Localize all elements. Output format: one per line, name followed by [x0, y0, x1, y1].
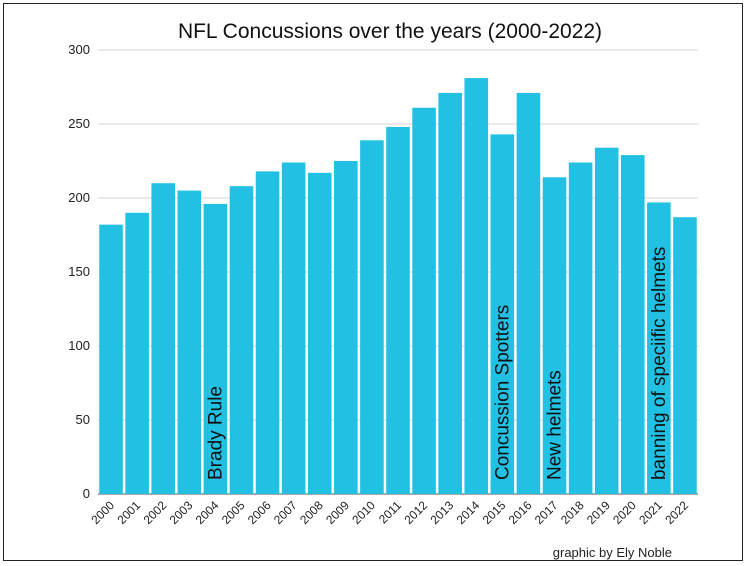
- bar: [673, 217, 697, 495]
- bar: [516, 92, 541, 495]
- bar: [281, 162, 306, 495]
- x-tick-label: 2006: [245, 498, 274, 527]
- bars: [99, 78, 697, 495]
- x-tick-label: 2012: [401, 498, 430, 527]
- bar: [307, 172, 332, 494]
- x-tick-label: 2022: [662, 498, 691, 527]
- y-axis: 0 50 100 150 200 250 300: [68, 42, 90, 501]
- x-tick-label: 2007: [271, 498, 300, 527]
- chart-title: NFL Concussions over the years (2000-202…: [178, 20, 602, 43]
- bar: [177, 190, 202, 494]
- bar: [490, 134, 515, 495]
- annotation-label: Brady Rule: [205, 386, 226, 480]
- bar: [360, 140, 384, 494]
- x-tick-label: 2005: [219, 498, 248, 527]
- x-tick-label: 2010: [349, 498, 378, 527]
- y-tick-label: 150: [68, 264, 90, 279]
- y-tick-label: 50: [76, 412, 90, 427]
- bar: [620, 155, 645, 494]
- bar: [594, 147, 619, 494]
- x-tick-label: 2020: [610, 498, 639, 527]
- annotation-label: New helmets: [545, 370, 566, 480]
- x-tick-label: 2011: [376, 498, 404, 526]
- x-tick-label: 2001: [114, 498, 143, 527]
- x-tick-label: 2015: [480, 498, 509, 527]
- y-tick-label: 300: [68, 42, 90, 57]
- bar: [412, 107, 436, 494]
- bar: [386, 126, 410, 495]
- x-axis: 2000200120022003200420052006200720082009…: [88, 498, 691, 527]
- annotations: Brady Rule Concussion Spotters New helmets…: [205, 247, 669, 480]
- bar: [229, 186, 254, 494]
- y-tick-label: 100: [68, 338, 90, 353]
- x-tick-label: 2017: [532, 498, 561, 527]
- annotation-label: Concussion Spotters: [492, 305, 513, 480]
- y-tick-label: 200: [68, 190, 90, 205]
- x-tick-label: 2004: [193, 498, 222, 527]
- bar: [334, 161, 358, 494]
- x-tick-label: 2019: [584, 498, 613, 527]
- x-tick-label: 2002: [141, 498, 170, 527]
- x-tick-label: 2003: [167, 498, 196, 527]
- bar: [568, 162, 593, 495]
- x-tick-label: 2009: [323, 498, 352, 527]
- bar: [542, 177, 567, 494]
- x-tick-label: 2016: [506, 498, 535, 527]
- bar: [255, 171, 280, 495]
- bar: [125, 212, 149, 495]
- y-tick-label: 0: [83, 486, 90, 501]
- bar: [151, 183, 176, 494]
- bar: [203, 203, 228, 495]
- x-tick-label: 2000: [88, 498, 117, 527]
- credit-text: graphic by Ely Noble: [553, 545, 672, 560]
- bar: [99, 224, 123, 494]
- x-tick-label: 2018: [558, 498, 587, 527]
- x-tick-label: 2021: [636, 498, 665, 527]
- annotation-label: banning of speciific helmets: [649, 247, 670, 480]
- x-tick-label: 2014: [454, 498, 483, 527]
- y-tick-label: 250: [68, 116, 90, 131]
- bar: [647, 202, 671, 494]
- x-tick-label: 2013: [428, 498, 457, 527]
- bar: [438, 92, 462, 495]
- x-tick-label: 2008: [297, 498, 326, 527]
- bar: [464, 78, 489, 495]
